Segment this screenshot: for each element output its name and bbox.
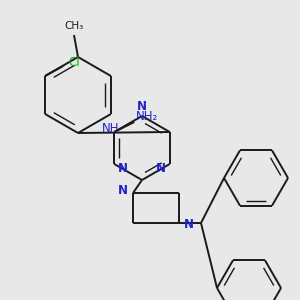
Text: N: N — [118, 184, 128, 197]
Text: N: N — [184, 218, 194, 232]
Text: NH: NH — [102, 122, 120, 135]
Text: N: N — [137, 100, 147, 112]
Text: N: N — [156, 163, 166, 176]
Text: NH₂: NH₂ — [136, 110, 158, 122]
Text: N: N — [118, 163, 128, 176]
Text: Cl: Cl — [68, 56, 80, 68]
Text: CH₃: CH₃ — [64, 21, 84, 31]
